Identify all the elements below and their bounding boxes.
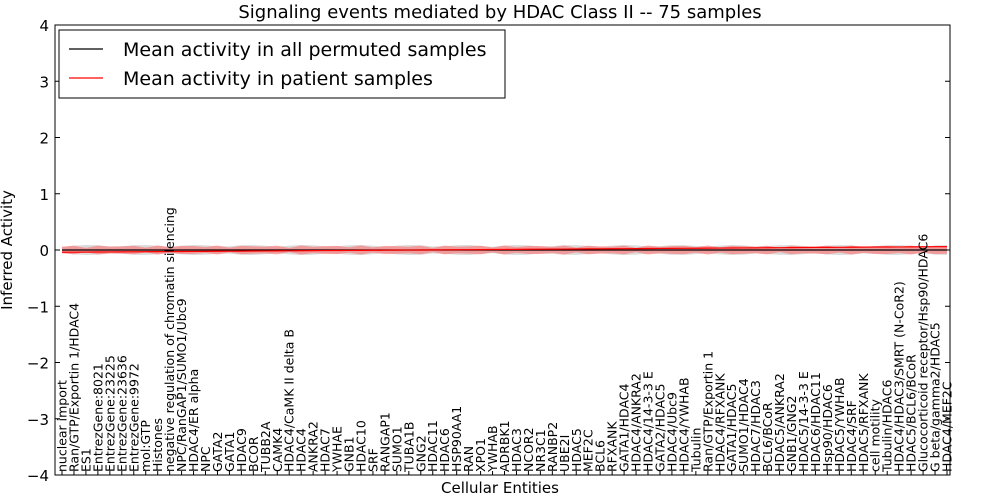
x-tick-label: HDAC4/MEF2C xyxy=(940,381,955,472)
y-axis: −4 −3 −2 −1 0 1 2 3 4 xyxy=(27,17,950,485)
legend: Mean activity in all permuted samples Me… xyxy=(58,29,506,99)
x-tick-label: MEF2C xyxy=(581,429,596,472)
x-tick-label: XPO1 xyxy=(473,438,488,472)
x-tick-label: TUBA1B xyxy=(401,422,416,473)
x-tick-label: HDAC4/ER alpha xyxy=(186,369,201,472)
x-tick-label: HDAC4/YWHAB xyxy=(676,377,691,472)
x-tick-label: GATA1/HDAC4 xyxy=(617,383,632,472)
x-tick-label: G beta/gamma2/HDAC5 xyxy=(928,322,943,472)
series-lines xyxy=(61,246,948,253)
x-tick-label: HDAC11 xyxy=(425,420,440,472)
x-tick-label: GATA2/HDAC5 xyxy=(652,384,667,472)
x-tick-label: Ran/GTP/Exportin 1 xyxy=(700,351,715,472)
x-tick-label: HDAC5 xyxy=(569,428,584,472)
x-tick-label: RFXANK xyxy=(605,421,620,472)
x-tick-label: EntrezGene:9972 xyxy=(126,363,141,472)
x-tick-label: GATA2 xyxy=(210,432,225,472)
x-tick-label: NPC/RanGAP1/SUMO1/Ubc9 xyxy=(174,298,189,472)
x-tick-label: mol:GTP xyxy=(138,420,153,472)
y-axis-label: Inferred Activity xyxy=(0,190,16,310)
legend-label-patient: Mean activity in patient samples xyxy=(123,68,433,90)
x-tick-label: ES1 xyxy=(78,448,93,472)
x-tick-label: BCL6/BCoR xyxy=(760,402,775,472)
x-tick-label: SRF xyxy=(365,448,380,472)
x-tick-label: RANGAP1 xyxy=(377,412,392,472)
x-tick-label: SUMO1 xyxy=(389,426,404,472)
legend-label-permuted: Mean activity in all permuted samples xyxy=(123,39,486,61)
x-tick-label: HDAC9 xyxy=(234,428,249,472)
x-tick-label: HDAC7/HDAC3 xyxy=(748,380,763,472)
x-tick-label: HDAC3 xyxy=(509,428,524,472)
y-tick-label: 3 xyxy=(39,73,49,91)
x-tick-label: HDAC4/Ubc9 xyxy=(664,392,679,472)
x-tick-label: GNB1/GNG2 xyxy=(784,396,799,472)
y-tick-label: 2 xyxy=(39,130,49,148)
x-tick-label: negative regulation of chromatin silenci… xyxy=(162,207,177,472)
x-tick-label: HDAC7 xyxy=(318,428,333,472)
y-tick-label: −2 xyxy=(27,355,49,373)
x-tick-label: SUMO1/HDAC4 xyxy=(736,378,751,472)
x-tick-label: YWHAE xyxy=(330,426,345,473)
x-tick-label: HSP90AA1 xyxy=(449,406,464,472)
x-tick-label: RAN xyxy=(461,446,476,472)
x-tick-label: HDAC4/RFXANK xyxy=(712,373,727,472)
x-tick-label: Tubulin xyxy=(688,428,703,473)
x-tick-label: HDAC4 xyxy=(294,428,309,472)
x-tick-label: UBE2I xyxy=(557,435,572,472)
x-tick-label: HDAC4/HDAC3/SMRT (N-CoR2) xyxy=(892,281,907,472)
x-tick-label: cell motility xyxy=(868,398,883,472)
x-tick-label: NPC xyxy=(198,446,213,472)
x-tick-label: HDAC5/RFXANK xyxy=(856,373,871,472)
y-tick-label: −1 xyxy=(27,298,49,316)
x-tick-label: GNG2 xyxy=(413,435,428,472)
x-tick-label: EntrezGene:23636 xyxy=(114,355,129,472)
x-tick-label: HDAC10 xyxy=(353,420,368,472)
x-tick-label: NR3C1 xyxy=(533,429,548,472)
chart-title: Signaling events mediated by HDAC Class … xyxy=(238,2,761,23)
y-tick-label: −4 xyxy=(27,467,49,485)
x-tick-label: BCL6 xyxy=(593,440,608,472)
x-tick-label: Glucocorticoid receptor/Hsp90/HDAC6 xyxy=(916,234,931,472)
x-tick-label: GNB1 xyxy=(342,436,357,472)
x-tick-label: ANKRA2 xyxy=(306,421,321,472)
series-line-patient xyxy=(61,246,948,253)
x-tick-label: RANBP2 xyxy=(545,422,560,472)
x-tick-label: TUBB2A xyxy=(258,421,273,473)
x-tick-label: HDAC6/HDAC11 xyxy=(808,372,823,472)
x-tick-label: GATA1 xyxy=(222,432,237,472)
x-tick-label: BCOR xyxy=(246,436,261,472)
x-tick-label: EntrezGene:23225 xyxy=(102,355,117,472)
x-tick-label: HDAC5/ANKRA2 xyxy=(772,373,787,472)
y-tick-label: −3 xyxy=(27,411,49,429)
legend-box xyxy=(58,29,506,99)
x-tick-label: Tubulin/HDAC6 xyxy=(880,380,895,473)
x-tick-label: NCOR2 xyxy=(521,427,536,472)
x-tick-label: EntrezGene:8021 xyxy=(90,363,105,472)
x-tick-label: HDAC5/BCL6/BCoR xyxy=(904,354,919,472)
x-tick-label: HDAC4/CaMK II delta B xyxy=(282,329,297,472)
x-tick-label: Ran/GTP/Exportin 1/HDAC4 xyxy=(66,303,81,472)
x-tick-label: HDAC5/YWHAB xyxy=(832,377,847,472)
x-tick-label: HDAC6 xyxy=(437,428,452,472)
x-tick-label: nuclear import xyxy=(55,380,70,472)
x-tick-label: ADRBK1 xyxy=(497,420,512,472)
x-tick-label: HDAC4/SRF xyxy=(844,400,859,472)
x-tick-label: Histones xyxy=(150,418,165,472)
x-tick-label: HDAC5/14-3-3 E xyxy=(796,371,811,472)
x-tick-label: Hsp90/HDAC6 xyxy=(820,384,835,472)
x-tick-label: GATA1/HDAC5 xyxy=(724,384,739,472)
x-tick-label: HDAC4/14-3-3 E xyxy=(641,371,656,472)
y-tick-label: 4 xyxy=(39,17,49,35)
y-tick-label: 1 xyxy=(39,186,49,204)
x-tick-label: HDAC4/ANKRA2 xyxy=(629,373,644,472)
x-axis-label: Cellular Entities xyxy=(441,479,559,497)
x-tick-label: CAMK4 xyxy=(270,428,285,472)
x-tick-label: YWHAB xyxy=(485,425,500,473)
y-tick-label: 0 xyxy=(39,242,49,260)
